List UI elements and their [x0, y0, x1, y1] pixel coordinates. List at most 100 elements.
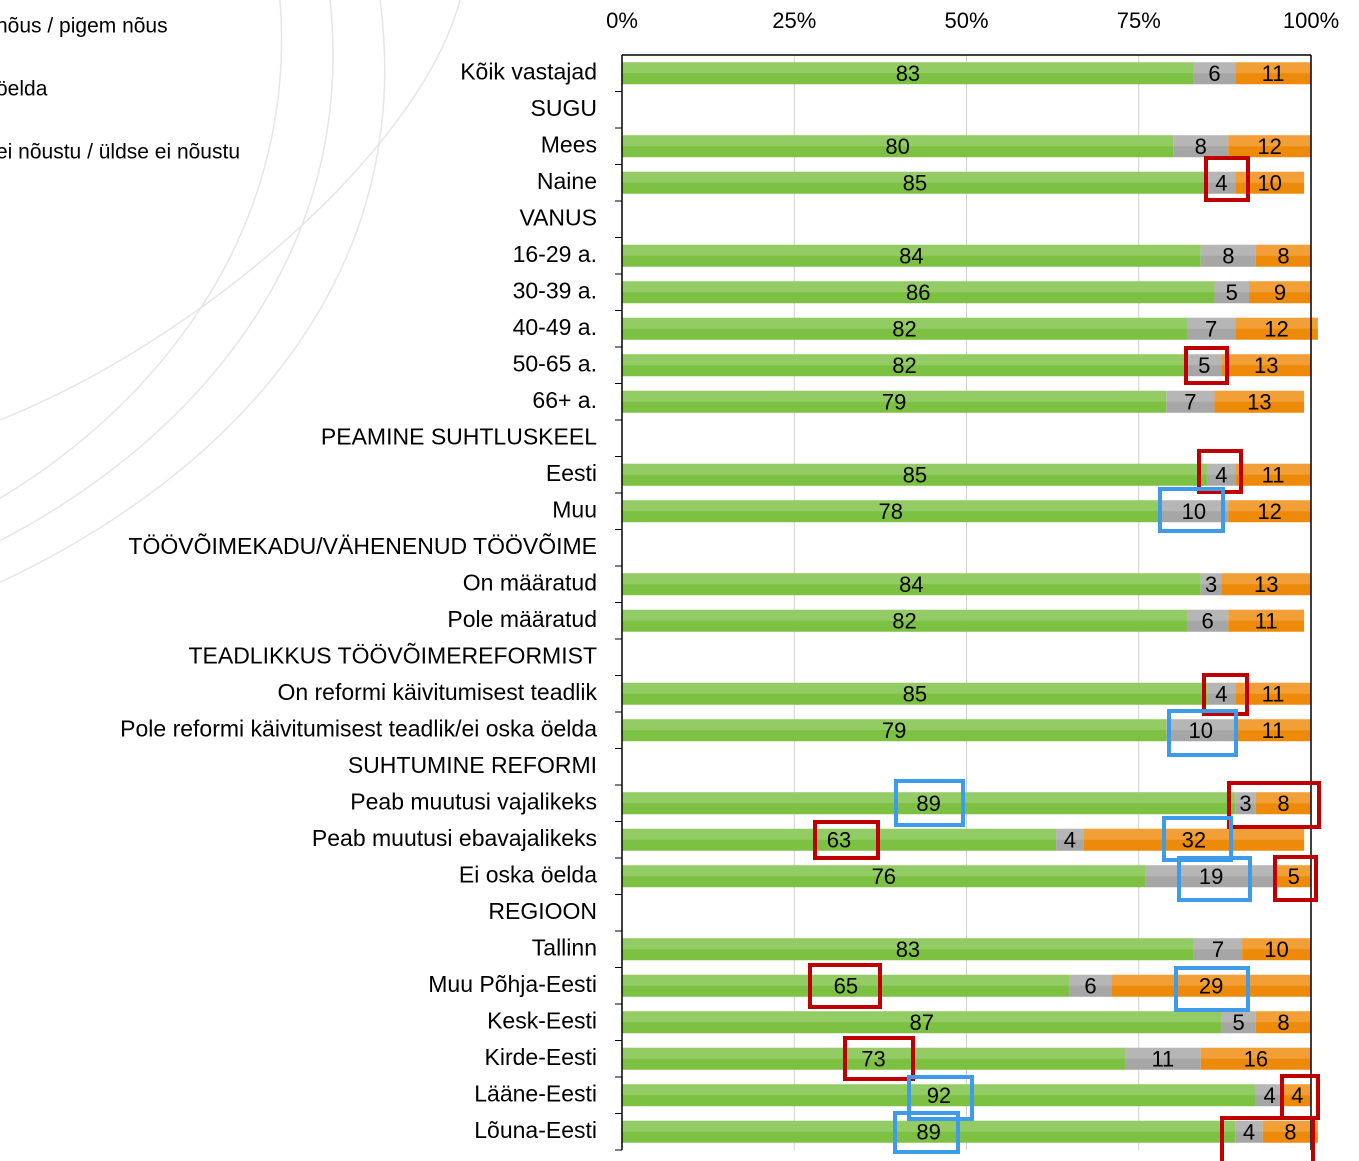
highlight-box — [1227, 781, 1321, 829]
bar-segment — [622, 500, 1160, 523]
value-label: 86 — [906, 280, 930, 305]
value-label: 12 — [1257, 134, 1281, 159]
bar-segment — [622, 354, 1187, 377]
bar-shade — [1235, 171, 1305, 183]
value-label: 89 — [916, 791, 940, 816]
value-label: 82 — [892, 317, 916, 342]
bar-segment — [1111, 974, 1311, 997]
bar-shade — [622, 682, 1208, 694]
bar-segment — [622, 281, 1215, 304]
value-label: 11 — [1262, 718, 1285, 743]
x-tick-label: 0% — [606, 8, 638, 33]
bar-shade — [1124, 1047, 1201, 1059]
plot: nõus / pigem nõus öelda ei nõustu / üldse … — [0, 8, 1339, 1151]
bar-shade — [1283, 1084, 1311, 1096]
bar-segment — [1069, 974, 1112, 997]
value-label: 10 — [1182, 499, 1206, 524]
x-tick-label: 100% — [1283, 8, 1339, 33]
value-label: 92 — [927, 1083, 951, 1108]
y-tick-label: On määratud — [463, 569, 597, 595]
bar-shade — [1207, 682, 1236, 694]
value-label: 7 — [1205, 317, 1217, 342]
bar-segment — [1228, 500, 1311, 523]
value-label: 8 — [1195, 134, 1207, 159]
highlight-box — [893, 1111, 960, 1154]
value-label: 79 — [882, 718, 906, 743]
value-label: 5 — [1288, 864, 1300, 889]
bar-shade — [1255, 792, 1311, 804]
value-label: 4 — [1291, 1083, 1303, 1108]
value-label: 4 — [1064, 828, 1076, 853]
y-tick-label: 40-49 a. — [513, 314, 597, 340]
legend-label: ei nõustu / üldse ei nõustu — [0, 141, 240, 164]
value-label: 3 — [1239, 791, 1251, 816]
bar-shade — [1159, 500, 1229, 512]
value-label: 5 — [1226, 280, 1238, 305]
bar-shade — [1186, 609, 1229, 621]
bar-shade — [1214, 281, 1249, 293]
y-tick-label: 16-29 a. — [513, 241, 597, 267]
bar-segment — [1083, 828, 1305, 851]
bar-shade — [1069, 974, 1112, 986]
bar-shade — [1221, 1011, 1256, 1023]
bar-segment — [622, 135, 1174, 158]
bar-segment — [1200, 573, 1222, 596]
bar-segment — [1221, 354, 1311, 377]
value-label: 8 — [1277, 1010, 1289, 1035]
bar-segment — [622, 1120, 1236, 1143]
legend-label: nõus / pigem nõus — [0, 15, 168, 38]
bar-shade — [622, 573, 1201, 585]
bar-shade — [622, 609, 1187, 621]
bar-segment — [1242, 938, 1311, 961]
y-tick-label: Eesti — [546, 460, 597, 486]
value-label: 11 — [1255, 609, 1278, 634]
bar-segment — [622, 171, 1208, 194]
bar-shade — [1200, 573, 1222, 585]
bar-shade — [1235, 62, 1311, 74]
highlight-box — [843, 1036, 915, 1081]
y-tick-label: Naine — [537, 168, 597, 194]
bar-segment — [1173, 135, 1229, 158]
y-tick-label: 66+ a. — [532, 387, 597, 413]
bar-shade — [622, 390, 1167, 402]
background-decoration — [0, 0, 461, 584]
value-label: 7 — [1184, 390, 1196, 415]
bar-segment — [622, 390, 1167, 413]
value-label: 11 — [1262, 463, 1285, 488]
bar-shade — [1235, 792, 1256, 804]
value-label: 6 — [1084, 974, 1096, 999]
value-label: 12 — [1257, 499, 1281, 524]
bar-shade — [622, 281, 1215, 293]
bar-shade — [1255, 1084, 1284, 1096]
y-tick-label: Lõuna-Eesti — [474, 1117, 597, 1143]
value-label: 8 — [1277, 791, 1289, 816]
bar-shade — [1235, 463, 1311, 475]
bar-segment — [622, 865, 1146, 888]
highlight-box — [1184, 346, 1229, 385]
bar-segment — [1193, 62, 1236, 85]
bar-segment — [1228, 609, 1305, 632]
bar-shade — [1145, 865, 1277, 877]
value-label: 13 — [1247, 390, 1271, 415]
y-tick-label: SUHTUMINE REFORMI — [348, 752, 597, 778]
bar-shade — [622, 719, 1167, 731]
y-tick-label: TÖÖVÕIMEKADU/VÄHENENUD TÖÖVÕIME — [128, 532, 597, 559]
y-tick-label: Tallinn — [532, 934, 597, 960]
legend-label: öelda — [0, 78, 48, 101]
value-label: 73 — [861, 1047, 885, 1072]
bar-segment — [1235, 682, 1311, 705]
y-tick-label: SUGU — [531, 95, 597, 121]
y-tick-label: Ei oska öelda — [459, 861, 597, 887]
value-label: 8 — [1222, 244, 1234, 269]
bar-segment — [1159, 500, 1229, 523]
y-tick-label: Muu — [552, 496, 597, 522]
y-tick-label: PEAMINE SUHTLUSKEEL — [321, 423, 597, 449]
bar-shade — [622, 792, 1236, 804]
value-label: 76 — [872, 864, 896, 889]
bar-shade — [622, 62, 1194, 74]
highlight-box — [1174, 966, 1250, 1012]
bar-segment — [1166, 390, 1215, 413]
bar-segment — [1235, 719, 1311, 742]
bar-segment — [1235, 792, 1256, 815]
highlight-box — [1220, 1116, 1315, 1161]
